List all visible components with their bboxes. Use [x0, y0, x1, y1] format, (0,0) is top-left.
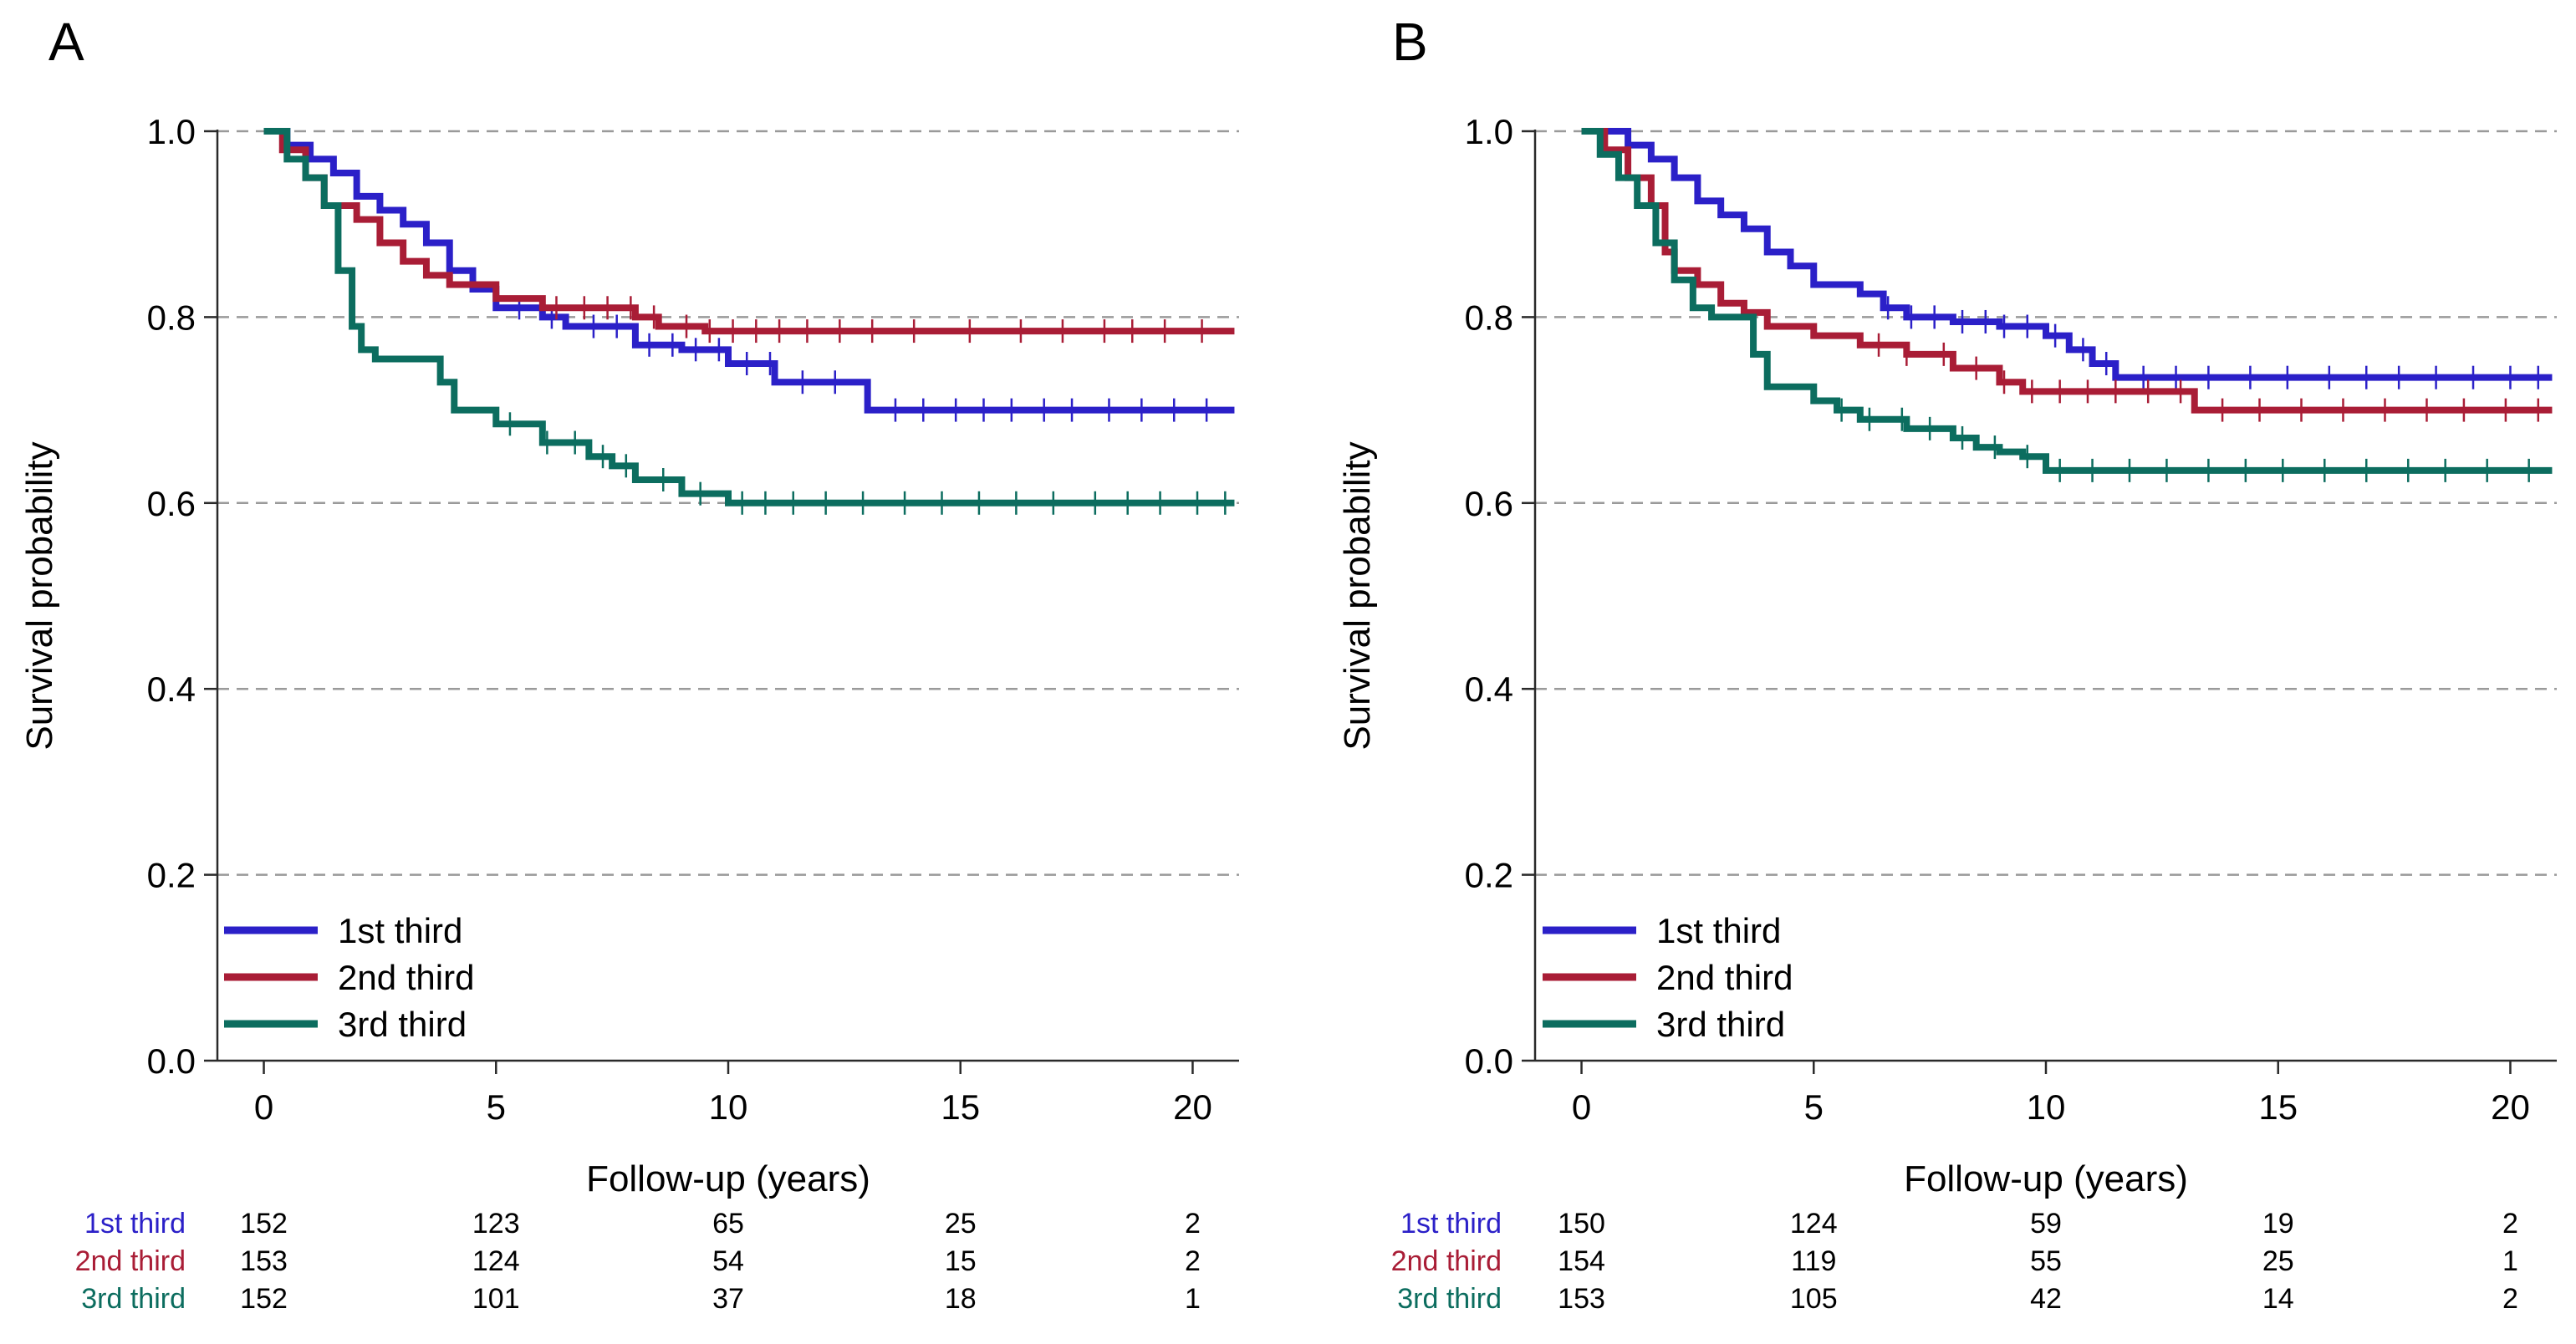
risk-count: 2 [2502, 1283, 2518, 1315]
survival-curve [263, 128, 1235, 507]
series-1 [1581, 128, 2553, 389]
y-tick-label: 1.0 [147, 112, 196, 151]
risk-count: 15 [945, 1245, 977, 1277]
risk-count: 153 [1558, 1283, 1605, 1315]
legend-label: 3rd third [338, 1005, 467, 1044]
risk-count: 154 [1558, 1245, 1605, 1277]
y-tick-label: 0.8 [147, 298, 196, 337]
risk-table: 1st third 150 124 59 19 2 2nd third 154 119 55 25 1… [1391, 1208, 2518, 1315]
risk-count: 2 [1185, 1208, 1201, 1240]
risk-row-label: 1st third [1400, 1208, 1502, 1240]
survival-curve [1581, 128, 2553, 414]
legend-label: 1st third [1656, 911, 1781, 950]
y-tick-label: 0.4 [1465, 669, 1513, 709]
legend: 1st third 2nd third 3rd third [224, 911, 474, 1044]
legend: 1st third 2nd third 3rd third [1543, 911, 1793, 1044]
legend-label: 1st third [338, 911, 462, 950]
y-tick-label: 0.6 [147, 484, 196, 523]
risk-count: 19 [2262, 1208, 2294, 1240]
x-tick-label: 20 [1173, 1087, 1212, 1127]
panel-b: B 0.0 0.2 0.4 0.6 0.8 1.0 0 5 10 15 20 Follow-up (ye… [1337, 12, 2557, 1315]
y-ticks: 0.0 0.2 0.4 0.6 0.8 1.0 [1465, 112, 1535, 1081]
risk-count: 124 [472, 1245, 520, 1277]
risk-count: 55 [2030, 1245, 2062, 1277]
risk-count: 65 [712, 1208, 744, 1240]
risk-row-label: 3rd third [81, 1283, 186, 1315]
risk-count: 152 [240, 1208, 288, 1240]
y-tick-label: 0.2 [147, 856, 196, 895]
risk-count: 25 [945, 1208, 977, 1240]
x-tick-label: 15 [941, 1087, 980, 1127]
legend-label: 3rd third [1656, 1005, 1785, 1044]
x-axis-title: Follow-up (years) [586, 1158, 870, 1199]
x-tick-label: 0 [1572, 1087, 1591, 1127]
risk-row-label: 3rd third [1397, 1283, 1502, 1315]
risk-count: 25 [2262, 1245, 2294, 1277]
risk-count: 14 [2262, 1283, 2294, 1315]
risk-count: 37 [712, 1283, 744, 1315]
survival-curve [1581, 128, 2553, 381]
y-tick-label: 0.0 [147, 1041, 196, 1081]
legend-label: 2nd third [338, 958, 474, 997]
legend-label: 2nd third [1656, 958, 1793, 997]
risk-count: 59 [2030, 1208, 2062, 1240]
y-axis-title: Survival probability [19, 441, 60, 750]
panel-label: B [1392, 12, 1428, 72]
y-tick-label: 0.0 [1465, 1041, 1513, 1081]
series-3 [1581, 128, 2553, 482]
risk-row-label: 1st third [84, 1208, 186, 1240]
y-tick-label: 0.2 [1465, 856, 1513, 895]
risk-count: 1 [1185, 1283, 1201, 1315]
risk-row-label: 2nd third [1391, 1245, 1502, 1277]
panel-a: A 0.0 0.2 0.4 0.6 0.8 1.0 0 5 10 15 20 Follow-up (ye… [19, 12, 1239, 1315]
x-tick-label: 0 [254, 1087, 273, 1127]
x-axis-title: Follow-up (years) [1904, 1158, 2188, 1199]
survival-curve [263, 128, 1235, 414]
x-tick-label: 5 [1804, 1087, 1824, 1127]
y-ticks: 0.0 0.2 0.4 0.6 0.8 1.0 [147, 112, 217, 1081]
risk-count: 152 [240, 1283, 288, 1315]
risk-count: 54 [712, 1245, 744, 1277]
y-tick-label: 0.6 [1465, 484, 1513, 523]
risk-count: 123 [472, 1208, 520, 1240]
series-3 [263, 128, 1235, 515]
series-2 [1581, 128, 2553, 422]
x-ticks: 0 5 10 15 20 [1572, 1061, 2530, 1127]
x-tick-label: 5 [487, 1087, 506, 1127]
risk-count: 105 [1790, 1283, 1838, 1315]
x-tick-label: 10 [709, 1087, 748, 1127]
risk-count: 18 [945, 1283, 977, 1315]
risk-count: 2 [1185, 1245, 1201, 1277]
panel-label: A [48, 12, 84, 72]
series-1 [263, 128, 1235, 422]
x-ticks: 0 5 10 15 20 [254, 1061, 1212, 1127]
y-tick-label: 0.4 [147, 669, 196, 709]
risk-count: 101 [472, 1283, 520, 1315]
risk-count: 153 [240, 1245, 288, 1277]
gridlines [1535, 130, 2557, 876]
risk-count: 2 [2502, 1208, 2518, 1240]
x-tick-label: 10 [2027, 1087, 2066, 1127]
y-axis-title: Survival probability [1337, 441, 1378, 750]
risk-count: 150 [1558, 1208, 1605, 1240]
risk-count: 42 [2030, 1283, 2062, 1315]
series-2 [263, 128, 1235, 344]
y-tick-label: 1.0 [1465, 112, 1513, 151]
risk-count: 119 [1791, 1245, 1836, 1277]
risk-count: 1 [2502, 1245, 2518, 1277]
risk-count: 124 [1790, 1208, 1838, 1240]
survival-curve [263, 128, 1235, 335]
risk-row-label: 2nd third [75, 1245, 186, 1277]
x-tick-label: 15 [2258, 1087, 2298, 1127]
y-tick-label: 0.8 [1465, 298, 1513, 337]
x-tick-label: 20 [2491, 1087, 2530, 1127]
